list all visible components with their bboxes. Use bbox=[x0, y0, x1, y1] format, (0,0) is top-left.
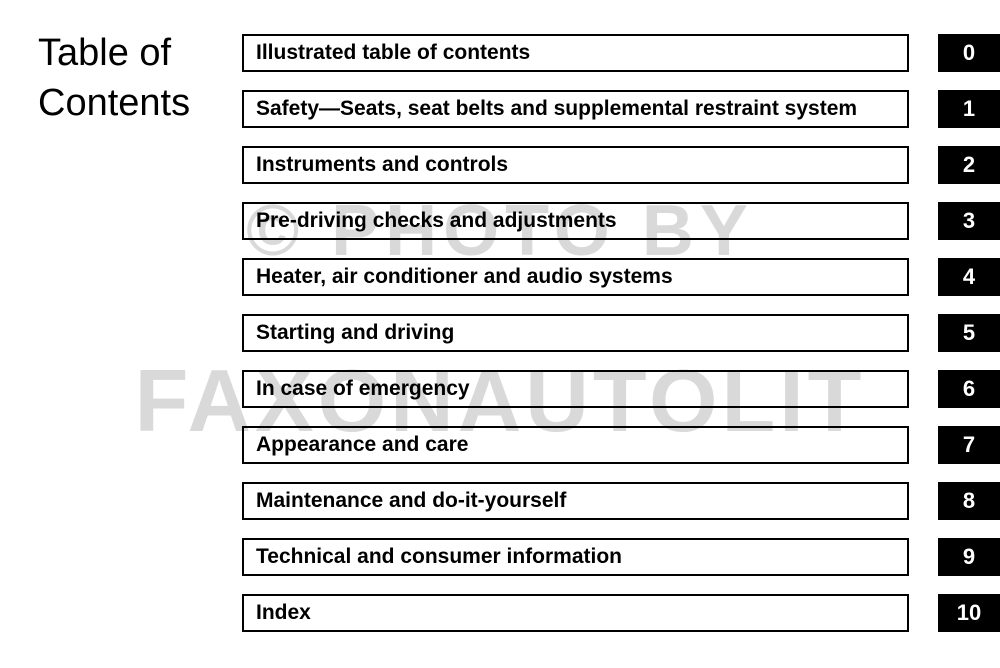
toc-row: Instruments and controls 2 bbox=[38, 146, 1000, 184]
page: © PHOTO BY FAXONAUTOLIT Table of Illustr… bbox=[0, 0, 1000, 668]
row-spacer bbox=[909, 202, 938, 240]
section-tab: 4 bbox=[938, 258, 1000, 296]
section-tab: 0 bbox=[938, 34, 1000, 72]
heading-col bbox=[38, 426, 242, 464]
toc-entry: Starting and driving bbox=[242, 314, 909, 352]
toc-row: Starting and driving 5 bbox=[38, 314, 1000, 352]
page-title-line2: Contents bbox=[38, 84, 242, 124]
toc-entry: Illustrated table of contents bbox=[242, 34, 909, 72]
section-tab: 8 bbox=[938, 482, 1000, 520]
page-title: Table of bbox=[38, 34, 242, 74]
heading-col: Contents bbox=[38, 90, 242, 128]
heading-col bbox=[38, 538, 242, 576]
toc-row: Maintenance and do-it-yourself 8 bbox=[38, 482, 1000, 520]
heading-col bbox=[38, 146, 242, 184]
row-spacer bbox=[909, 594, 938, 632]
heading-col bbox=[38, 314, 242, 352]
toc-row: Heater, air conditioner and audio system… bbox=[38, 258, 1000, 296]
toc-entry: Maintenance and do-it-yourself bbox=[242, 482, 909, 520]
heading-col bbox=[38, 370, 242, 408]
heading-col bbox=[38, 202, 242, 240]
toc-row: Index 10 bbox=[38, 594, 1000, 632]
section-tab: 3 bbox=[938, 202, 1000, 240]
row-spacer bbox=[909, 146, 938, 184]
row-spacer bbox=[909, 314, 938, 352]
row-spacer bbox=[909, 258, 938, 296]
row-spacer bbox=[909, 370, 938, 408]
section-tab: 9 bbox=[938, 538, 1000, 576]
row-spacer bbox=[909, 538, 938, 576]
section-tab: 2 bbox=[938, 146, 1000, 184]
toc-entry: Pre-driving checks and adjustments bbox=[242, 202, 909, 240]
heading-col bbox=[38, 594, 242, 632]
row-spacer bbox=[909, 482, 938, 520]
toc-row: In case of emergency 6 bbox=[38, 370, 1000, 408]
row-spacer bbox=[909, 90, 938, 128]
toc-entry: Index bbox=[242, 594, 909, 632]
row-spacer bbox=[909, 426, 938, 464]
toc-entry: Appearance and care bbox=[242, 426, 909, 464]
row-spacer bbox=[909, 34, 938, 72]
section-tab: 6 bbox=[938, 370, 1000, 408]
heading-col bbox=[38, 258, 242, 296]
heading-line2: Contents bbox=[38, 82, 190, 124]
heading-col: Table of bbox=[38, 34, 242, 72]
toc-entry: Instruments and controls bbox=[242, 146, 909, 184]
section-tab: 5 bbox=[938, 314, 1000, 352]
heading-col bbox=[38, 482, 242, 520]
section-tab: 1 bbox=[938, 90, 1000, 128]
heading-line1: Table of bbox=[38, 32, 171, 74]
section-tab: 7 bbox=[938, 426, 1000, 464]
content-area: Table of Illustrated table of contents 0… bbox=[38, 34, 1000, 650]
toc-entry: Heater, air conditioner and audio system… bbox=[242, 258, 909, 296]
toc-row: Contents Safety—Seats, seat belts and su… bbox=[38, 90, 1000, 128]
toc-row: Table of Illustrated table of contents 0 bbox=[38, 34, 1000, 72]
toc-entry: Safety—Seats, seat belts and supplementa… bbox=[242, 90, 909, 128]
toc-row: Pre-driving checks and adjustments 3 bbox=[38, 202, 1000, 240]
toc-row: Appearance and care 7 bbox=[38, 426, 1000, 464]
toc-entry: In case of emergency bbox=[242, 370, 909, 408]
toc-row: Technical and consumer information 9 bbox=[38, 538, 1000, 576]
toc-entry: Technical and consumer information bbox=[242, 538, 909, 576]
section-tab: 10 bbox=[938, 594, 1000, 632]
